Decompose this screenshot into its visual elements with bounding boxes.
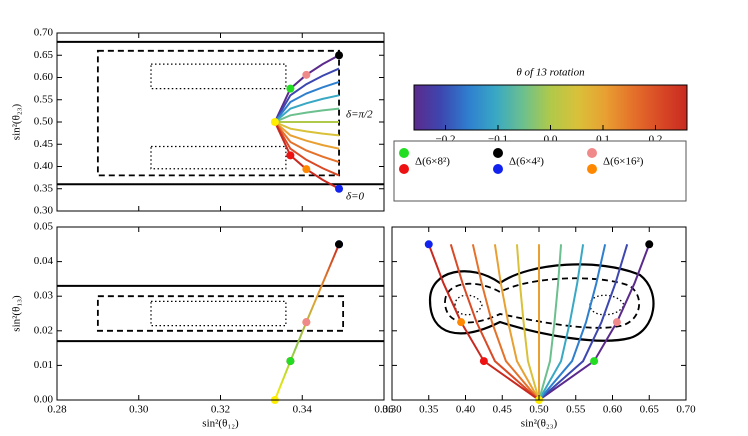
y-tick-label: 0.02 bbox=[34, 324, 53, 336]
y-tick-label: 0.55 bbox=[34, 93, 54, 105]
curve bbox=[274, 80, 340, 123]
x-tick-label: 0.30 bbox=[382, 404, 402, 416]
contour-dashed bbox=[444, 277, 640, 329]
plot-area bbox=[57, 40, 384, 190]
point bbox=[645, 240, 654, 249]
contour-solid bbox=[428, 263, 655, 342]
legend-box bbox=[393, 140, 687, 202]
curve bbox=[274, 121, 340, 137]
dotted-box bbox=[150, 300, 287, 327]
x-tick-label: 0.34 bbox=[293, 404, 313, 416]
y-tick-label: 0.30 bbox=[34, 205, 54, 217]
point bbox=[335, 51, 344, 60]
colorbar bbox=[413, 84, 688, 131]
x-axis-label: sin²(θ₁₂) bbox=[202, 418, 239, 430]
point bbox=[286, 357, 295, 366]
point bbox=[286, 84, 295, 93]
curve bbox=[427, 243, 540, 400]
point bbox=[286, 151, 295, 160]
curve bbox=[538, 244, 607, 400]
y-tick-label: 0.04 bbox=[34, 255, 54, 267]
curve bbox=[449, 244, 540, 400]
contours bbox=[428, 263, 655, 342]
dashed-box bbox=[96, 49, 340, 177]
x-tick-label: 0.28 bbox=[47, 404, 67, 416]
colorbar-title: θ of 13 rotation bbox=[516, 67, 585, 79]
x-tick-label: 0.30 bbox=[129, 404, 149, 416]
x-tick-label: 0.60 bbox=[603, 404, 623, 416]
y-axis-label: sin²(θ₂₃) bbox=[11, 103, 23, 140]
curve bbox=[274, 121, 340, 164]
annotation: δ=0 bbox=[346, 191, 365, 203]
legend-label: Δ(6×8²) bbox=[415, 156, 450, 168]
legend-marker bbox=[493, 164, 503, 174]
legend-marker bbox=[587, 148, 597, 158]
point bbox=[479, 357, 488, 366]
point bbox=[612, 318, 621, 327]
curve bbox=[274, 121, 340, 150]
x-tick-label: 0.65 bbox=[640, 404, 660, 416]
x-tick-label: 0.45 bbox=[493, 404, 513, 416]
dotted-box bbox=[150, 63, 287, 90]
legend-marker bbox=[493, 148, 503, 158]
contour-dotted bbox=[454, 294, 625, 316]
point bbox=[302, 70, 311, 79]
annotation: δ=π/2 bbox=[346, 109, 373, 121]
plot-area bbox=[57, 243, 384, 400]
dashed-box bbox=[96, 295, 345, 332]
y-tick-label: 0.03 bbox=[34, 290, 54, 302]
x-tick-label: 0.40 bbox=[456, 404, 476, 416]
point bbox=[424, 240, 433, 249]
y-tick-label: 0.45 bbox=[34, 138, 54, 150]
legend-marker bbox=[587, 164, 597, 174]
point bbox=[590, 357, 599, 366]
legend-label: Δ(6×4²) bbox=[509, 156, 544, 168]
curve bbox=[538, 244, 585, 400]
curve bbox=[538, 244, 629, 400]
x-tick-label: 0.32 bbox=[211, 404, 230, 416]
legend-marker bbox=[399, 148, 409, 158]
plot-area bbox=[427, 243, 655, 400]
y-tick-label: 0.65 bbox=[34, 49, 54, 61]
curve bbox=[273, 121, 340, 177]
curve bbox=[538, 243, 651, 400]
x-axis-label: sin²(θ₂₃) bbox=[521, 418, 558, 430]
curve bbox=[515, 244, 540, 400]
x-tick-label: 0.35 bbox=[419, 404, 439, 416]
y-tick-label: 0.40 bbox=[34, 160, 54, 172]
point bbox=[335, 184, 344, 193]
curve bbox=[274, 94, 340, 123]
x-tick-label: 0.55 bbox=[566, 404, 586, 416]
curve bbox=[471, 244, 540, 400]
curve bbox=[273, 67, 340, 123]
y-tick-label: 0.60 bbox=[34, 71, 54, 83]
point bbox=[302, 318, 311, 327]
y-tick-label: 0.50 bbox=[34, 116, 54, 128]
point bbox=[270, 118, 279, 126]
curve bbox=[493, 244, 540, 400]
y-tick-label: 0.05 bbox=[34, 221, 54, 233]
legend-label: Δ(6×16²) bbox=[603, 156, 644, 168]
x-tick-label: 0.36 bbox=[374, 404, 394, 416]
dotted-box bbox=[150, 145, 287, 170]
y-tick-label: 0.35 bbox=[34, 182, 54, 194]
x-tick-label: 0.50 bbox=[529, 404, 549, 416]
y-tick-label: 0.70 bbox=[34, 27, 54, 39]
y-tick-label: 0.01 bbox=[34, 359, 53, 371]
y-tick-label: 0.00 bbox=[34, 394, 54, 406]
legend-marker bbox=[399, 164, 409, 174]
curve bbox=[274, 107, 340, 123]
x-tick-label: 0.70 bbox=[676, 404, 696, 416]
point bbox=[457, 318, 466, 327]
point bbox=[335, 240, 344, 249]
y-axis-label: sin²(θ₁₃) bbox=[11, 295, 23, 332]
point bbox=[302, 165, 311, 174]
curve bbox=[538, 244, 563, 400]
